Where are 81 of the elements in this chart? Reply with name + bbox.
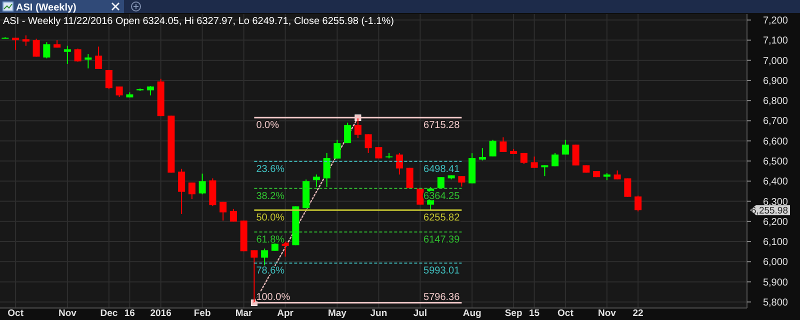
candlestick [624,178,632,198]
candlestick [64,45,71,64]
candlestick [105,69,112,90]
candlestick [552,152,559,167]
candlestick [634,195,642,212]
y-tick-label: 7,200 [762,16,788,27]
candlestick [312,174,320,188]
candlestick [489,139,496,157]
y-tick-label: 5,800 [762,297,788,308]
x-tick-label: Dec [100,308,118,319]
y-tick-label: 6,000 [762,257,788,268]
x-tick-label: Nov [598,308,617,319]
candlestick [334,139,341,160]
ref-line-label: 5993.01 [424,266,460,277]
y-tick-label: 6,800 [762,96,788,108]
candlestick [572,144,580,166]
annotation: 100.0% [256,292,290,304]
candlestick [230,208,237,222]
x-tick-label: 16 [124,308,135,319]
candlestick [146,86,154,96]
candlestick [323,152,330,188]
x-tick-label: Mar [235,308,253,319]
ref-line-label: 6498.41 [424,164,460,175]
y-tick-label: 6,400 [762,176,788,188]
y-tick-label: 6,100 [762,237,788,248]
x-tick-label: Oct [558,308,574,319]
text: 6,255.98 [751,206,788,217]
y-tick-label: 5,900 [762,277,788,288]
chart-title: ASI (Weekly) [16,2,76,14]
candlestick [74,48,82,62]
candlestick [375,146,382,159]
x-tick-label: Apr [277,308,294,319]
candlestick [530,156,538,168]
candlestick [458,176,466,188]
candlestick [188,182,196,200]
x-tick-label: Jun [370,308,388,319]
ref-line-label: 6255.82 [424,212,460,224]
x-tick-label: 22 [632,308,644,319]
x-tick-label: Oct [8,308,24,319]
x-tick-label: Feb [194,308,211,319]
annotation: 61.8% [256,234,285,246]
y-tick-label: 6,500 [762,156,788,168]
y-tick-label: 6,600 [762,136,788,148]
ref-line-label: 6147.39 [424,234,460,246]
candlestick [22,34,30,46]
candlestick [43,42,50,59]
x-tick-label: May [328,308,348,319]
chart-subtitle: ASI - Weekly 11/22/2016 Open 6324.05, Hi 6327.97, Lo 6249.71, Close 6255.98 (-1.1%) [3,16,394,27]
y-tick-label: 7,100 [762,36,788,47]
ref-line-label: 6715.28 [424,120,460,132]
x-tick-label: Jul [413,308,428,319]
candlestick [562,139,569,156]
x-tick-label: 2016 [150,308,172,319]
y-tick-label: 6,200 [762,216,788,228]
x-tick-label: Nov [58,308,78,319]
candlestick [178,168,186,214]
annotation: 0.0% [256,120,280,132]
y-tick-label: 6,300 [762,196,788,208]
candlestick [95,46,102,70]
candlestick [344,122,352,144]
candlestick [261,248,268,268]
candlestick [32,38,40,58]
x-tick-label: 15 [529,308,540,319]
y-tick-label: 7,000 [762,56,788,67]
candlestick [396,152,403,175]
candlestick [364,134,372,154]
annotation: 78.6% [256,266,285,277]
ref-line-label: 5796.36 [424,292,460,304]
annotation: 38.2% [256,190,285,202]
candlestick [500,136,507,152]
candlestick [198,173,206,195]
candlestick [541,164,548,177]
y-tick-label: 6,900 [762,76,788,87]
x-tick-label: Aug [462,308,482,319]
candlestick [478,148,486,161]
y-tick-label: 6,700 [762,116,788,128]
candlestick [84,54,92,69]
annotation: 50.0% [256,212,285,224]
candlestick [220,201,227,222]
annotation: 23.6% [256,164,285,175]
x-tick-label: Sep [504,308,522,319]
